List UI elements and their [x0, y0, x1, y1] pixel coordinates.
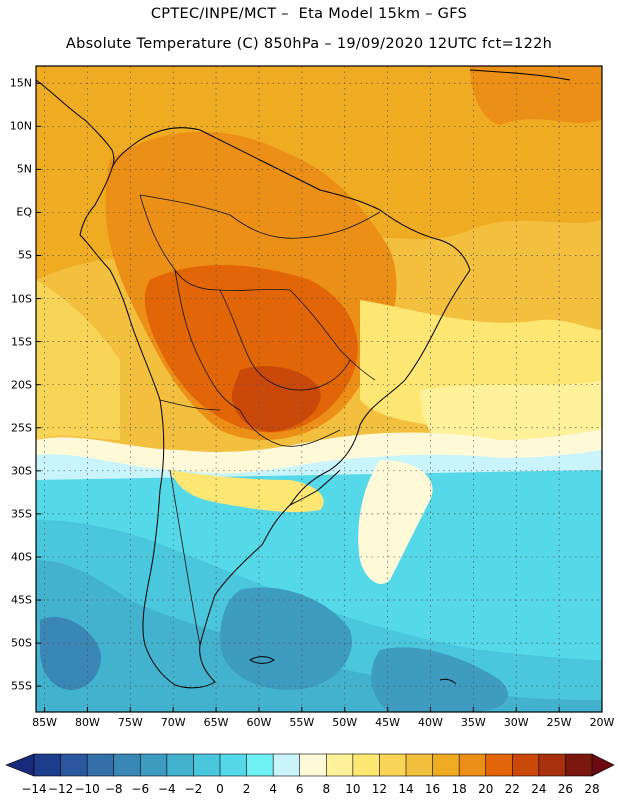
colorbar-label: 2: [242, 782, 251, 796]
colorbar-label: 14: [398, 782, 414, 796]
colorbar-swatch: [86, 753, 115, 777]
colorbar-label: −12: [47, 782, 74, 796]
colorbar-over-arrow: [591, 753, 615, 777]
colorbar-label: −8: [104, 782, 123, 796]
colorbar-label: 10: [345, 782, 361, 796]
colorbar-label: 0: [216, 782, 224, 796]
colorbar-label: −4: [157, 782, 176, 796]
map-title-line-2: Absolute Temperature (C) 850hPa – 19/09/…: [65, 36, 553, 52]
axis-ticks: [36, 82, 603, 712]
colorbar-label: −14: [21, 782, 47, 796]
lon-label: 25W: [546, 716, 572, 729]
colorbar-swatch: [432, 753, 460, 777]
lat-label: 25S: [11, 421, 32, 435]
lat-label: 10S: [11, 292, 32, 306]
lat-label: 10N: [9, 119, 32, 133]
colorbar-swatch: [379, 753, 407, 777]
colorbar-label: −10: [74, 782, 100, 796]
colorbar-label: 18: [451, 782, 467, 796]
lon-label: 85W: [32, 716, 57, 729]
lon-label: 75W: [117, 716, 143, 729]
colorbar-swatch: [272, 753, 301, 777]
lon-label: 30W: [503, 716, 529, 729]
colorbar-swatch: [246, 753, 274, 777]
colorbar-swatch: [33, 753, 62, 777]
lat-label: 40S: [11, 550, 32, 564]
lat-label: 45S: [11, 593, 32, 607]
lat-label: 35S: [11, 507, 32, 521]
lon-label: 80W: [75, 716, 100, 729]
colorbar-swatch: [139, 753, 168, 777]
lon-label: 55W: [289, 716, 315, 729]
lon-label: 40W: [418, 716, 443, 729]
colorbar-label: 6: [295, 782, 304, 796]
lat-label: 15N: [9, 76, 32, 90]
country-borders: [139, 194, 381, 646]
lon-label: 35W: [460, 716, 486, 729]
colorbar-swatch: [352, 753, 381, 777]
colorbar-label: 20: [478, 782, 494, 796]
colorbar-label: 26: [557, 782, 574, 796]
colorbar-swatch: [485, 753, 513, 777]
colorbar-swatch: [60, 753, 88, 777]
colorbar-swatch: [565, 753, 593, 777]
lat-label: 15S: [11, 335, 32, 349]
temperature-colorbar: [5, 753, 615, 777]
colorbar-label: 12: [371, 782, 388, 796]
lon-label: 60W: [246, 716, 272, 729]
colorbar-label: 22: [504, 782, 520, 796]
lon-label: 70W: [160, 716, 186, 729]
colorbar-swatch: [113, 753, 141, 777]
colorbar-label: −6: [131, 782, 150, 796]
temperature-field: [36, 66, 602, 712]
colorbar-swatch: [405, 753, 434, 777]
lat-label: 5S: [18, 248, 32, 262]
lat-label: 5N: [16, 162, 32, 176]
lat-label: 30S: [11, 464, 32, 478]
lat-lon-grid: [36, 66, 603, 712]
lon-label: 65W: [203, 716, 229, 729]
colorbar-swatch: [325, 753, 354, 777]
lon-label: 45W: [375, 716, 401, 729]
colorbar-swatch: [538, 753, 567, 777]
colorbar-swatch: [166, 753, 195, 777]
lon-label: 20W: [589, 716, 615, 729]
colorbar-label: 16: [424, 782, 441, 796]
colorbar-swatch: [299, 753, 327, 777]
map-title-line-1: CPTEC/INPE/MCT – Eta Model 15km – GFS: [150, 6, 468, 22]
lat-label: 20S: [11, 378, 32, 392]
colorbar-label: 24: [531, 782, 547, 796]
colorbar-label: 4: [269, 782, 277, 796]
colorbar-swatch: [458, 753, 487, 777]
colorbar-swatch: [193, 753, 221, 777]
lat-label: 55S: [11, 679, 32, 693]
plot-frame: [35, 65, 603, 713]
lon-label: 50W: [332, 716, 358, 729]
colorbar-label: 28: [584, 782, 600, 796]
coastlines: [36, 69, 571, 689]
colorbar-under-arrow: [5, 753, 35, 777]
colorbar-label: 8: [322, 782, 331, 796]
colorbar-label: −2: [184, 782, 203, 796]
lat-label: 50S: [11, 636, 32, 650]
colorbar-swatch: [219, 753, 248, 777]
lat-label: EQ: [16, 205, 32, 219]
colorbar-swatch: [511, 753, 540, 777]
